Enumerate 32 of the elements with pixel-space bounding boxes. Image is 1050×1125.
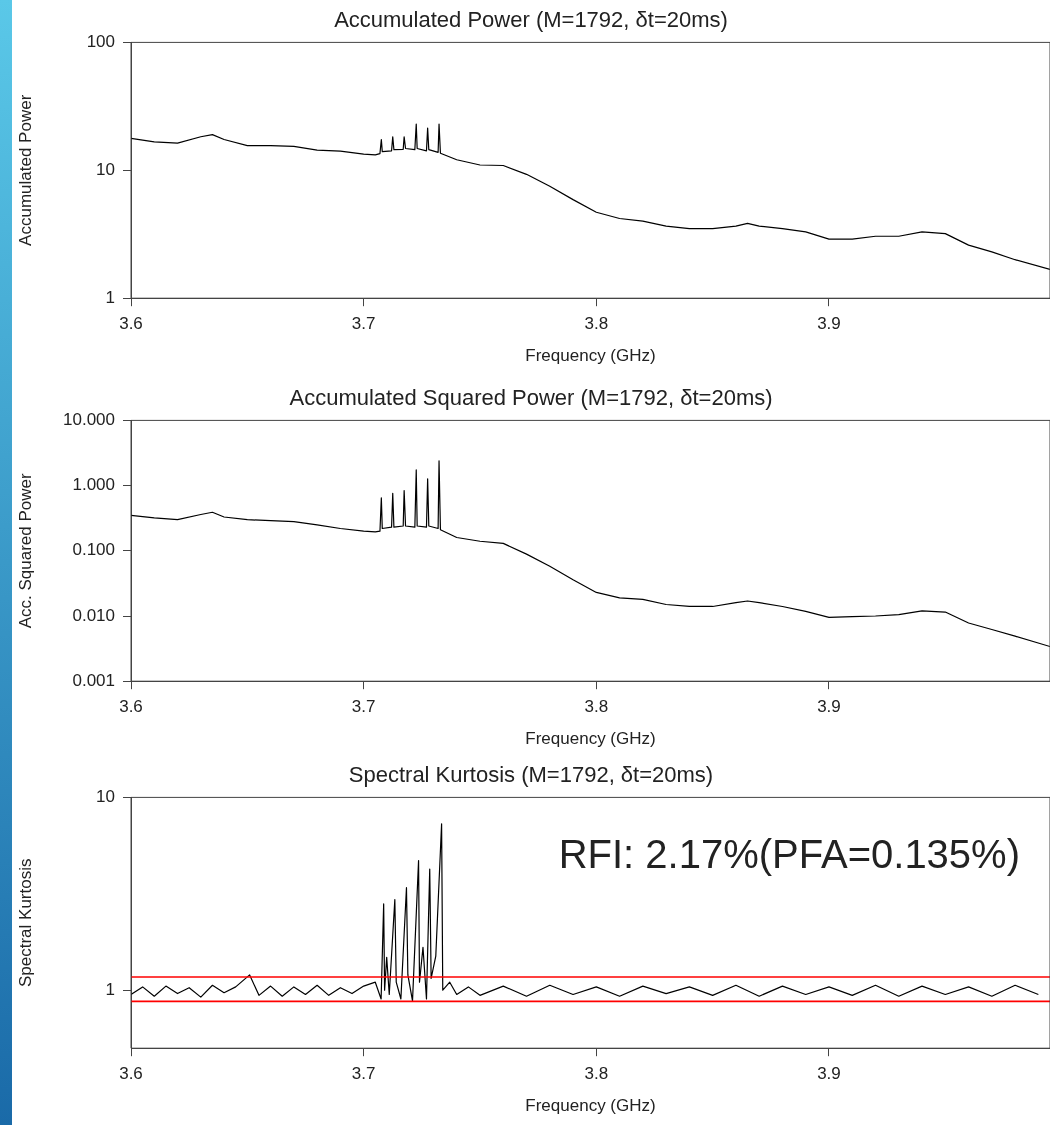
x-tick-label: 3.8: [584, 697, 609, 717]
y-axis-title: Accumulated Power: [15, 94, 35, 246]
y-tick-label: 1.000: [72, 475, 115, 495]
y-tick-label: 10: [96, 159, 115, 179]
chart-title: Spectral Kurtosis (M=1792, δt=20ms): [348, 762, 714, 788]
y-tick-label: 1: [105, 979, 115, 999]
x-tick-label: 3.9: [817, 314, 841, 334]
x-tick-label: 3.8: [584, 1064, 609, 1084]
y-axis-title: Acc. Squared Power: [15, 472, 35, 629]
y-tick-label: 10: [96, 787, 115, 807]
y-axis-title: Spectral Kurtosis: [15, 858, 35, 988]
x-tick-label: 3.6: [119, 697, 143, 717]
x-tick-label: 3.9: [817, 697, 841, 717]
x-tick-label: 3.7: [351, 1064, 376, 1084]
x-tick-label: 3.6: [119, 1064, 143, 1084]
y-tick-label: 0.010: [72, 605, 115, 625]
x-axis-title: Frequency (GHz): [525, 346, 656, 366]
chart-title: Accumulated Squared Power (M=1792, δt=20ms): [289, 385, 773, 411]
x-axis-title: Frequency (GHz): [525, 729, 656, 749]
y-tick-label: 10.000: [63, 410, 115, 430]
x-tick-label: 3.7: [351, 314, 376, 334]
chart-title: Accumulated Power (M=1792, δt=20ms): [334, 7, 728, 33]
x-tick-label: 3.8: [584, 314, 609, 334]
y-tick-label: 100: [86, 32, 115, 52]
x-axis-title: Frequency (GHz): [525, 1096, 656, 1116]
y-tick-label: 1: [105, 287, 115, 307]
x-tick-label: 3.7: [351, 697, 376, 717]
annotation: RFI: 2.17%(PFA=0.135%): [558, 832, 1020, 877]
x-tick-label: 3.9: [817, 1064, 841, 1084]
y-tick-label: 0.100: [72, 540, 115, 560]
y-tick-label: 0.001: [72, 670, 115, 690]
x-tick-label: 3.6: [119, 314, 143, 334]
